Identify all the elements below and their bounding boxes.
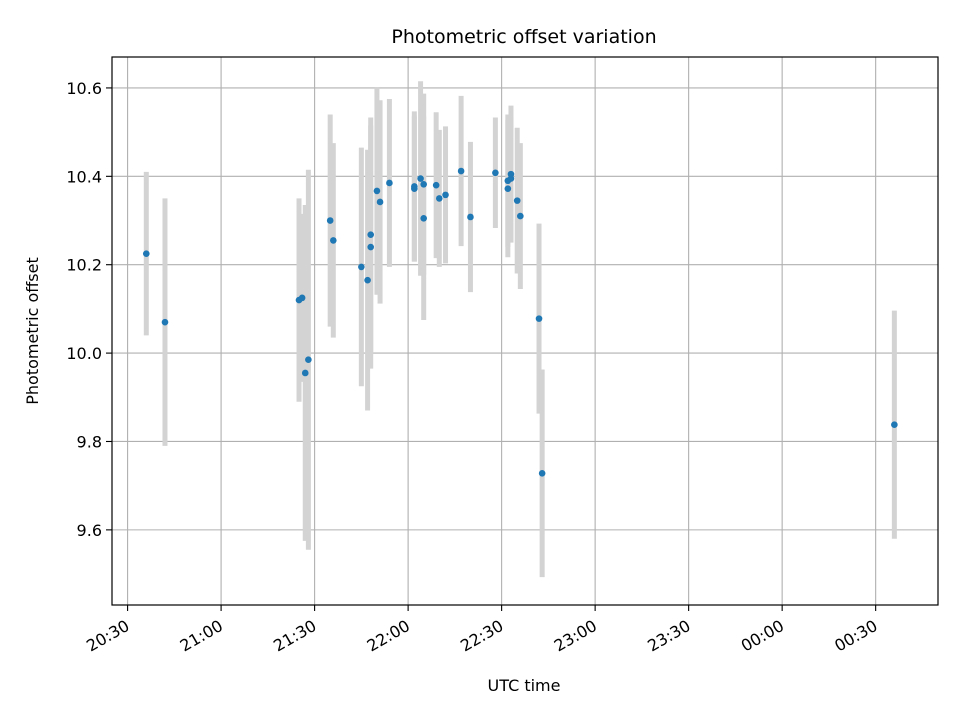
data-point: [420, 215, 427, 222]
data-point: [538, 470, 546, 477]
data-point: [457, 167, 465, 175]
data-point: [492, 169, 499, 177]
data-point: [513, 197, 521, 204]
data-point: [326, 217, 334, 224]
data-point: [435, 195, 443, 202]
data-point: [367, 243, 375, 251]
data-points: [142, 167, 898, 477]
data-point: [142, 250, 150, 257]
data-point: [507, 170, 515, 178]
data-point: [386, 179, 393, 187]
data-point: [330, 237, 337, 244]
data-point: [420, 180, 427, 188]
data-point: [467, 213, 474, 221]
y-tick-label: 10.6: [66, 79, 102, 98]
data-point: [376, 198, 384, 206]
data-point: [442, 191, 449, 199]
y-tick-label: 10.2: [66, 256, 102, 275]
data-point: [298, 294, 306, 302]
y-tick-label: 9.6: [77, 521, 102, 540]
data-point: [364, 276, 371, 284]
grid: [112, 57, 938, 605]
data-point: [891, 421, 898, 428]
y-tick-label: 9.8: [77, 432, 102, 451]
y-tick-label: 10.4: [66, 167, 102, 186]
chart-title: Photometric offset variation: [391, 26, 656, 48]
data-point: [367, 231, 375, 238]
data-point: [432, 181, 440, 189]
data-point: [411, 185, 418, 192]
data-point: [535, 315, 543, 322]
x-axis-title: UTC time: [488, 676, 561, 695]
data-point: [301, 369, 309, 377]
data-point: [358, 263, 365, 271]
data-point: [517, 212, 524, 220]
y-axis-title: Photometric offset: [23, 257, 42, 405]
data-point: [373, 187, 381, 195]
y-tick-label: 10.0: [66, 344, 102, 363]
data-point: [161, 318, 169, 326]
data-point: [417, 175, 424, 182]
data-point: [305, 356, 312, 364]
data-point: [504, 185, 512, 192]
plot-area-frame: [111, 56, 939, 606]
y-axis-ticks: 9.6 9.8 10.0 10.2 10.4 10.6: [66, 79, 112, 540]
